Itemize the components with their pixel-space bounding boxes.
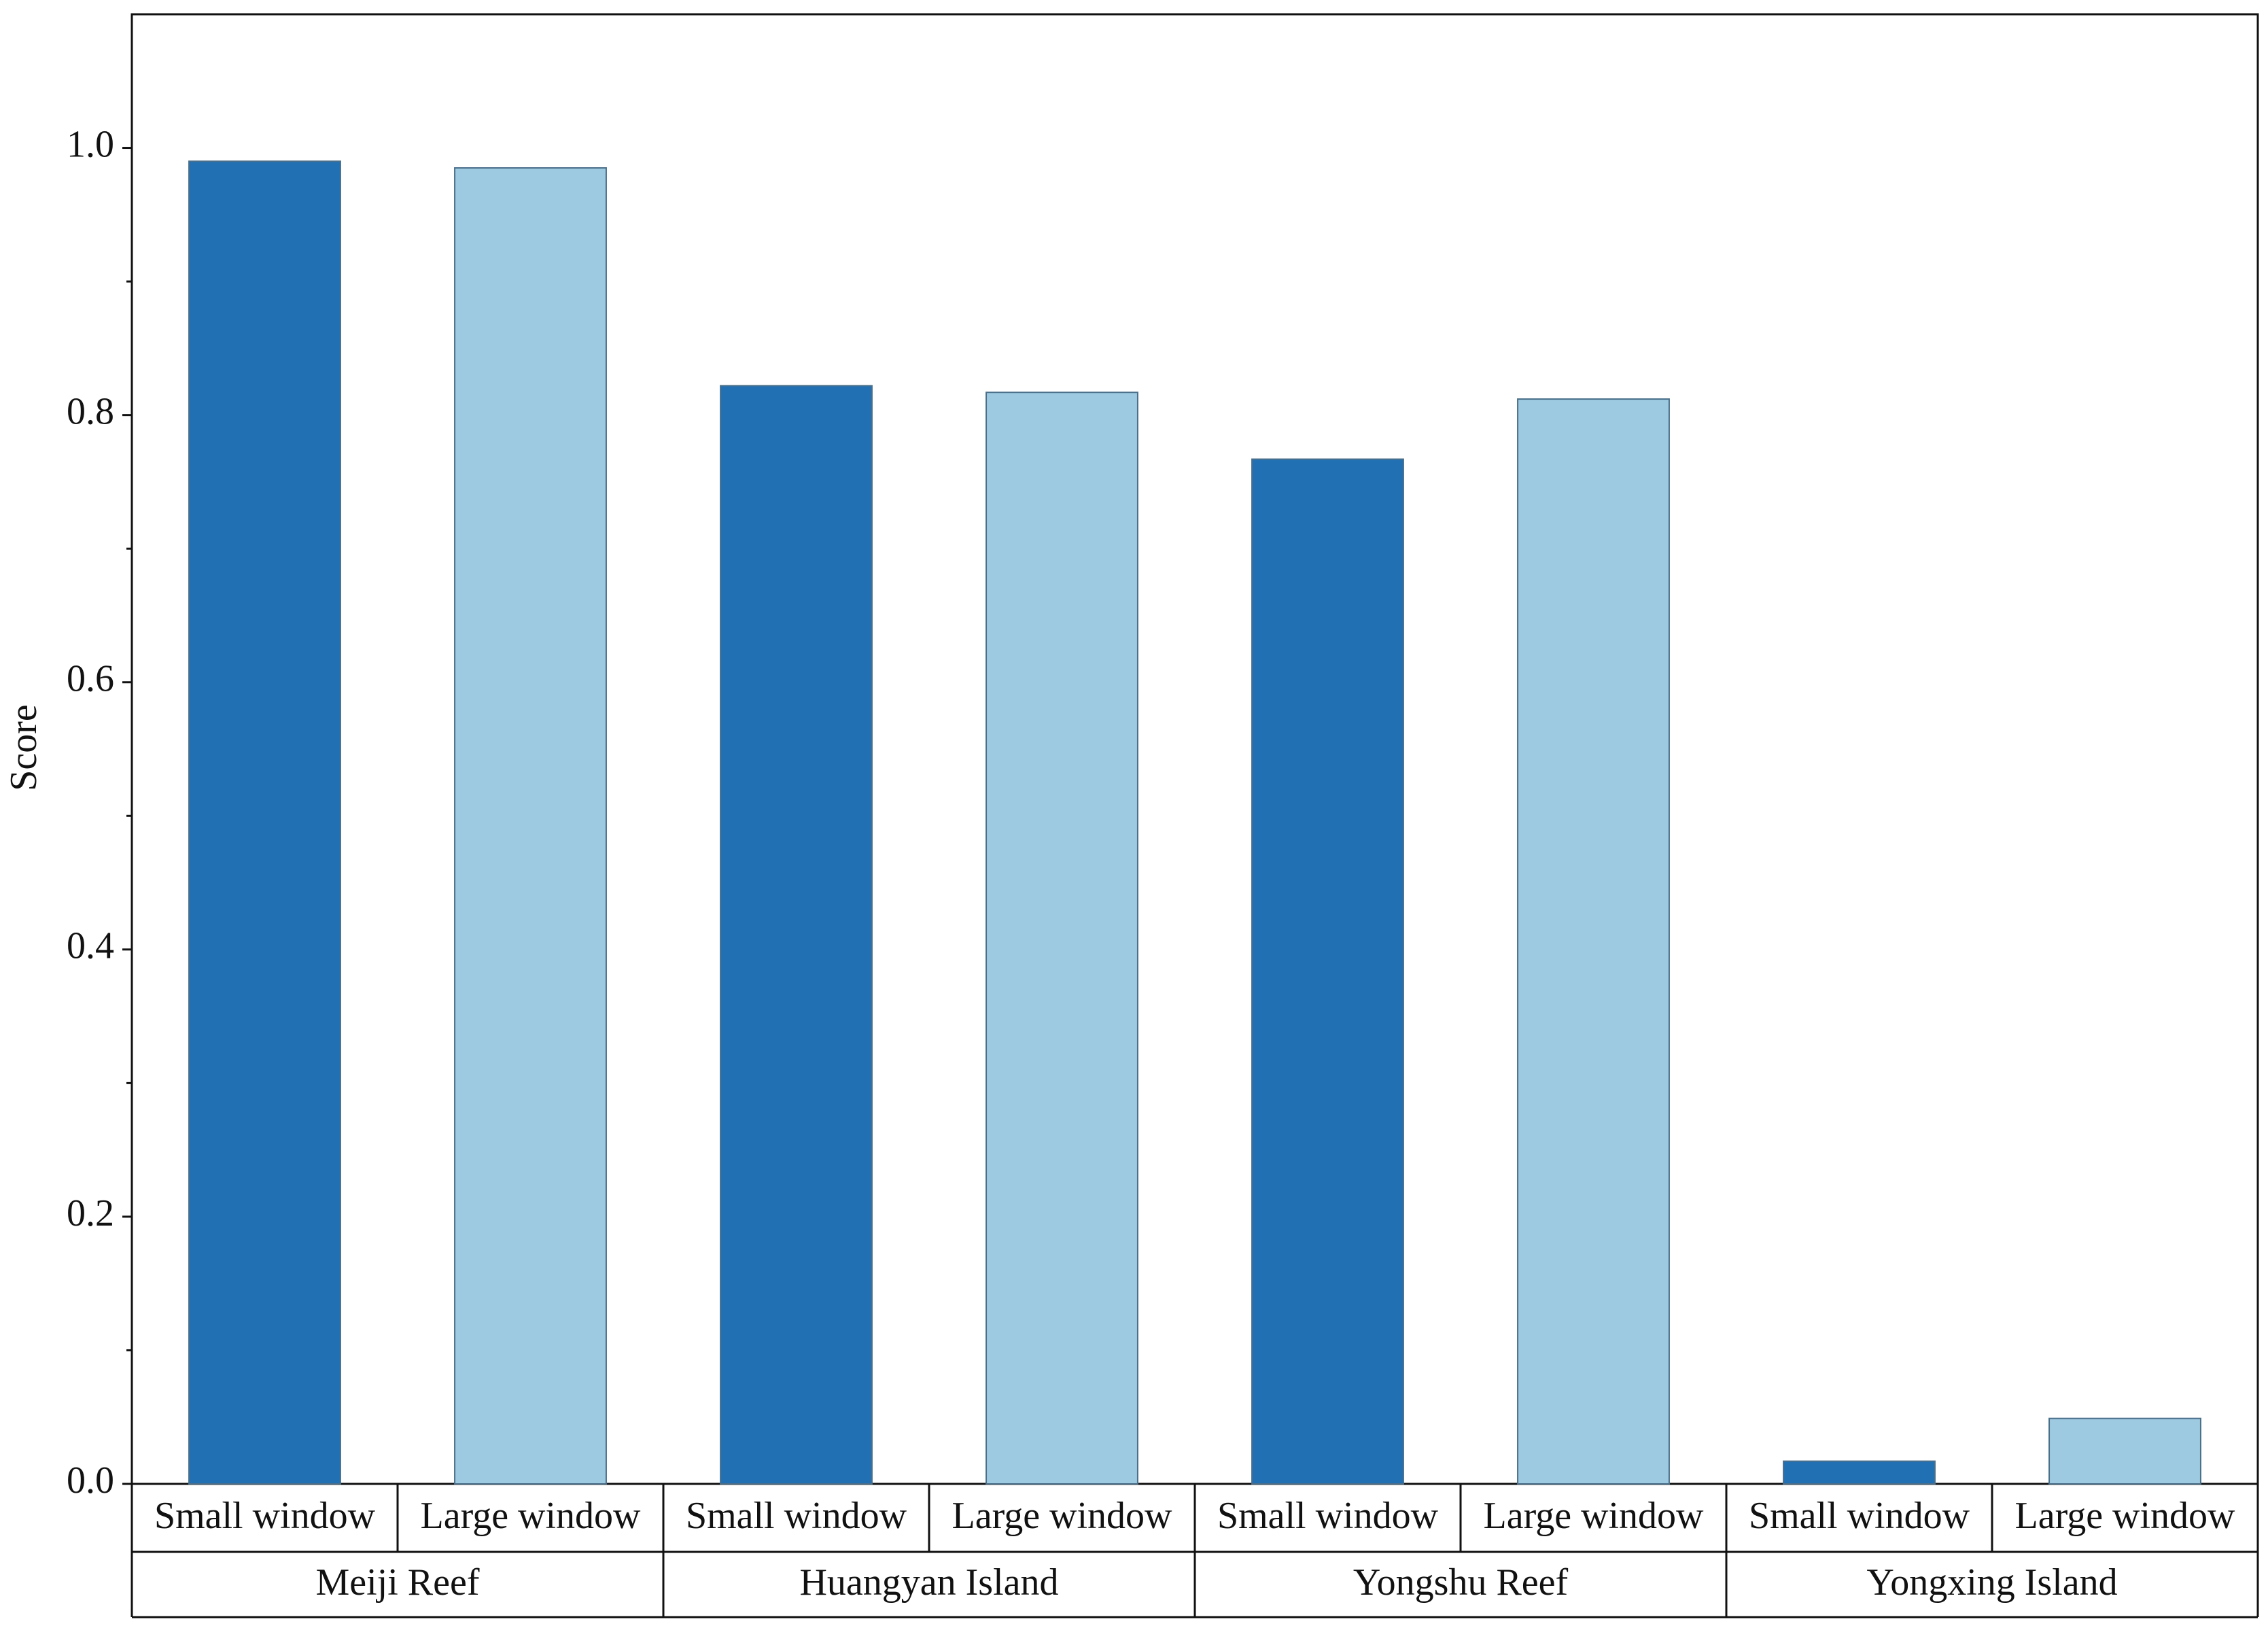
sub-category-label: Small window xyxy=(686,1495,907,1537)
y-tick-label: 0.4 xyxy=(67,925,114,967)
y-tick-label: 0.2 xyxy=(67,1192,114,1234)
group-label: Yongshu Reef xyxy=(1353,1561,1569,1604)
y-tick-label: 0.8 xyxy=(67,390,114,432)
sub-category-label: Small window xyxy=(1749,1495,1970,1537)
y-tick-label: 0.0 xyxy=(67,1459,114,1502)
bar xyxy=(454,167,607,1485)
y-axis-label: Score xyxy=(3,704,45,791)
y-tick-label: 1.0 xyxy=(67,123,114,165)
bar xyxy=(2048,1417,2201,1485)
bar xyxy=(1517,398,1670,1485)
sub-category-label: Large window xyxy=(2015,1495,2236,1537)
bar xyxy=(188,160,341,1485)
bar xyxy=(1783,1460,1936,1485)
sub-category-label: Small window xyxy=(154,1495,376,1537)
group-label: Yongxing Island xyxy=(1866,1561,2117,1604)
bar xyxy=(1251,458,1404,1485)
group-label: Meiji Reef xyxy=(315,1561,479,1604)
y-tick-label: 0.6 xyxy=(67,658,114,700)
sub-category-label: Large window xyxy=(1484,1495,1705,1537)
group-label: Huangyan Island xyxy=(799,1561,1058,1604)
bar xyxy=(985,392,1138,1485)
sub-category-label: Large window xyxy=(421,1495,642,1537)
bar xyxy=(720,385,873,1485)
sub-category-label: Large window xyxy=(952,1495,1173,1537)
plot-frame xyxy=(130,13,2259,1485)
sub-category-label: Small window xyxy=(1217,1495,1439,1537)
